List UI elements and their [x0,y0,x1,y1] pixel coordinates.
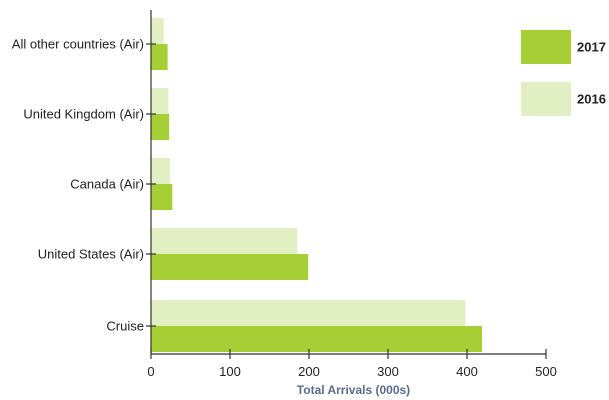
axes-layer [150,10,546,355]
category-labels: All other countries (Air) United Kingdom … [12,37,156,334]
x-tick-label: 200 [298,364,320,379]
category-label-cruise: Cruise [106,319,144,334]
bar-2016-canada-air [151,158,170,184]
category-label-united-states-air: United States (Air) [38,247,144,262]
legend: 2017 2016 [521,30,606,116]
legend-swatch-2016 [521,82,571,116]
x-tick-label: 0 [147,364,154,379]
legend-label-2016: 2016 [577,92,606,107]
legend-label-2017: 2017 [577,40,606,55]
bar-2017-canada-air [151,184,173,210]
x-ticks: 0 100 200 300 400 500 [147,349,557,379]
category-label-all-other-countries-air: All other countries (Air) [12,37,144,52]
bar-2016-all-other-countries-air [151,18,164,44]
bar-2016-cruise [151,300,466,326]
x-tick-label: 500 [535,364,557,379]
x-axis-title: Total Arrivals (000s) [297,383,410,397]
x-tick-label: 100 [219,364,241,379]
bar-2017-united-kingdom-air [151,114,170,140]
x-tick-label: 400 [456,364,478,379]
bar-2016-united-kingdom-air [151,88,169,114]
bar-2016-united-states-air [151,228,298,254]
bars-layer [151,18,483,352]
category-label-canada-air: Canada (Air) [70,177,144,192]
category-label-united-kingdom-air: United Kingdom (Air) [23,107,144,122]
x-tick-label: 300 [377,364,399,379]
legend-swatch-2017 [521,30,571,64]
bar-2017-united-states-air [151,254,309,280]
bar-2017-cruise [151,326,483,352]
bar-2017-all-other-countries-air [151,44,168,70]
